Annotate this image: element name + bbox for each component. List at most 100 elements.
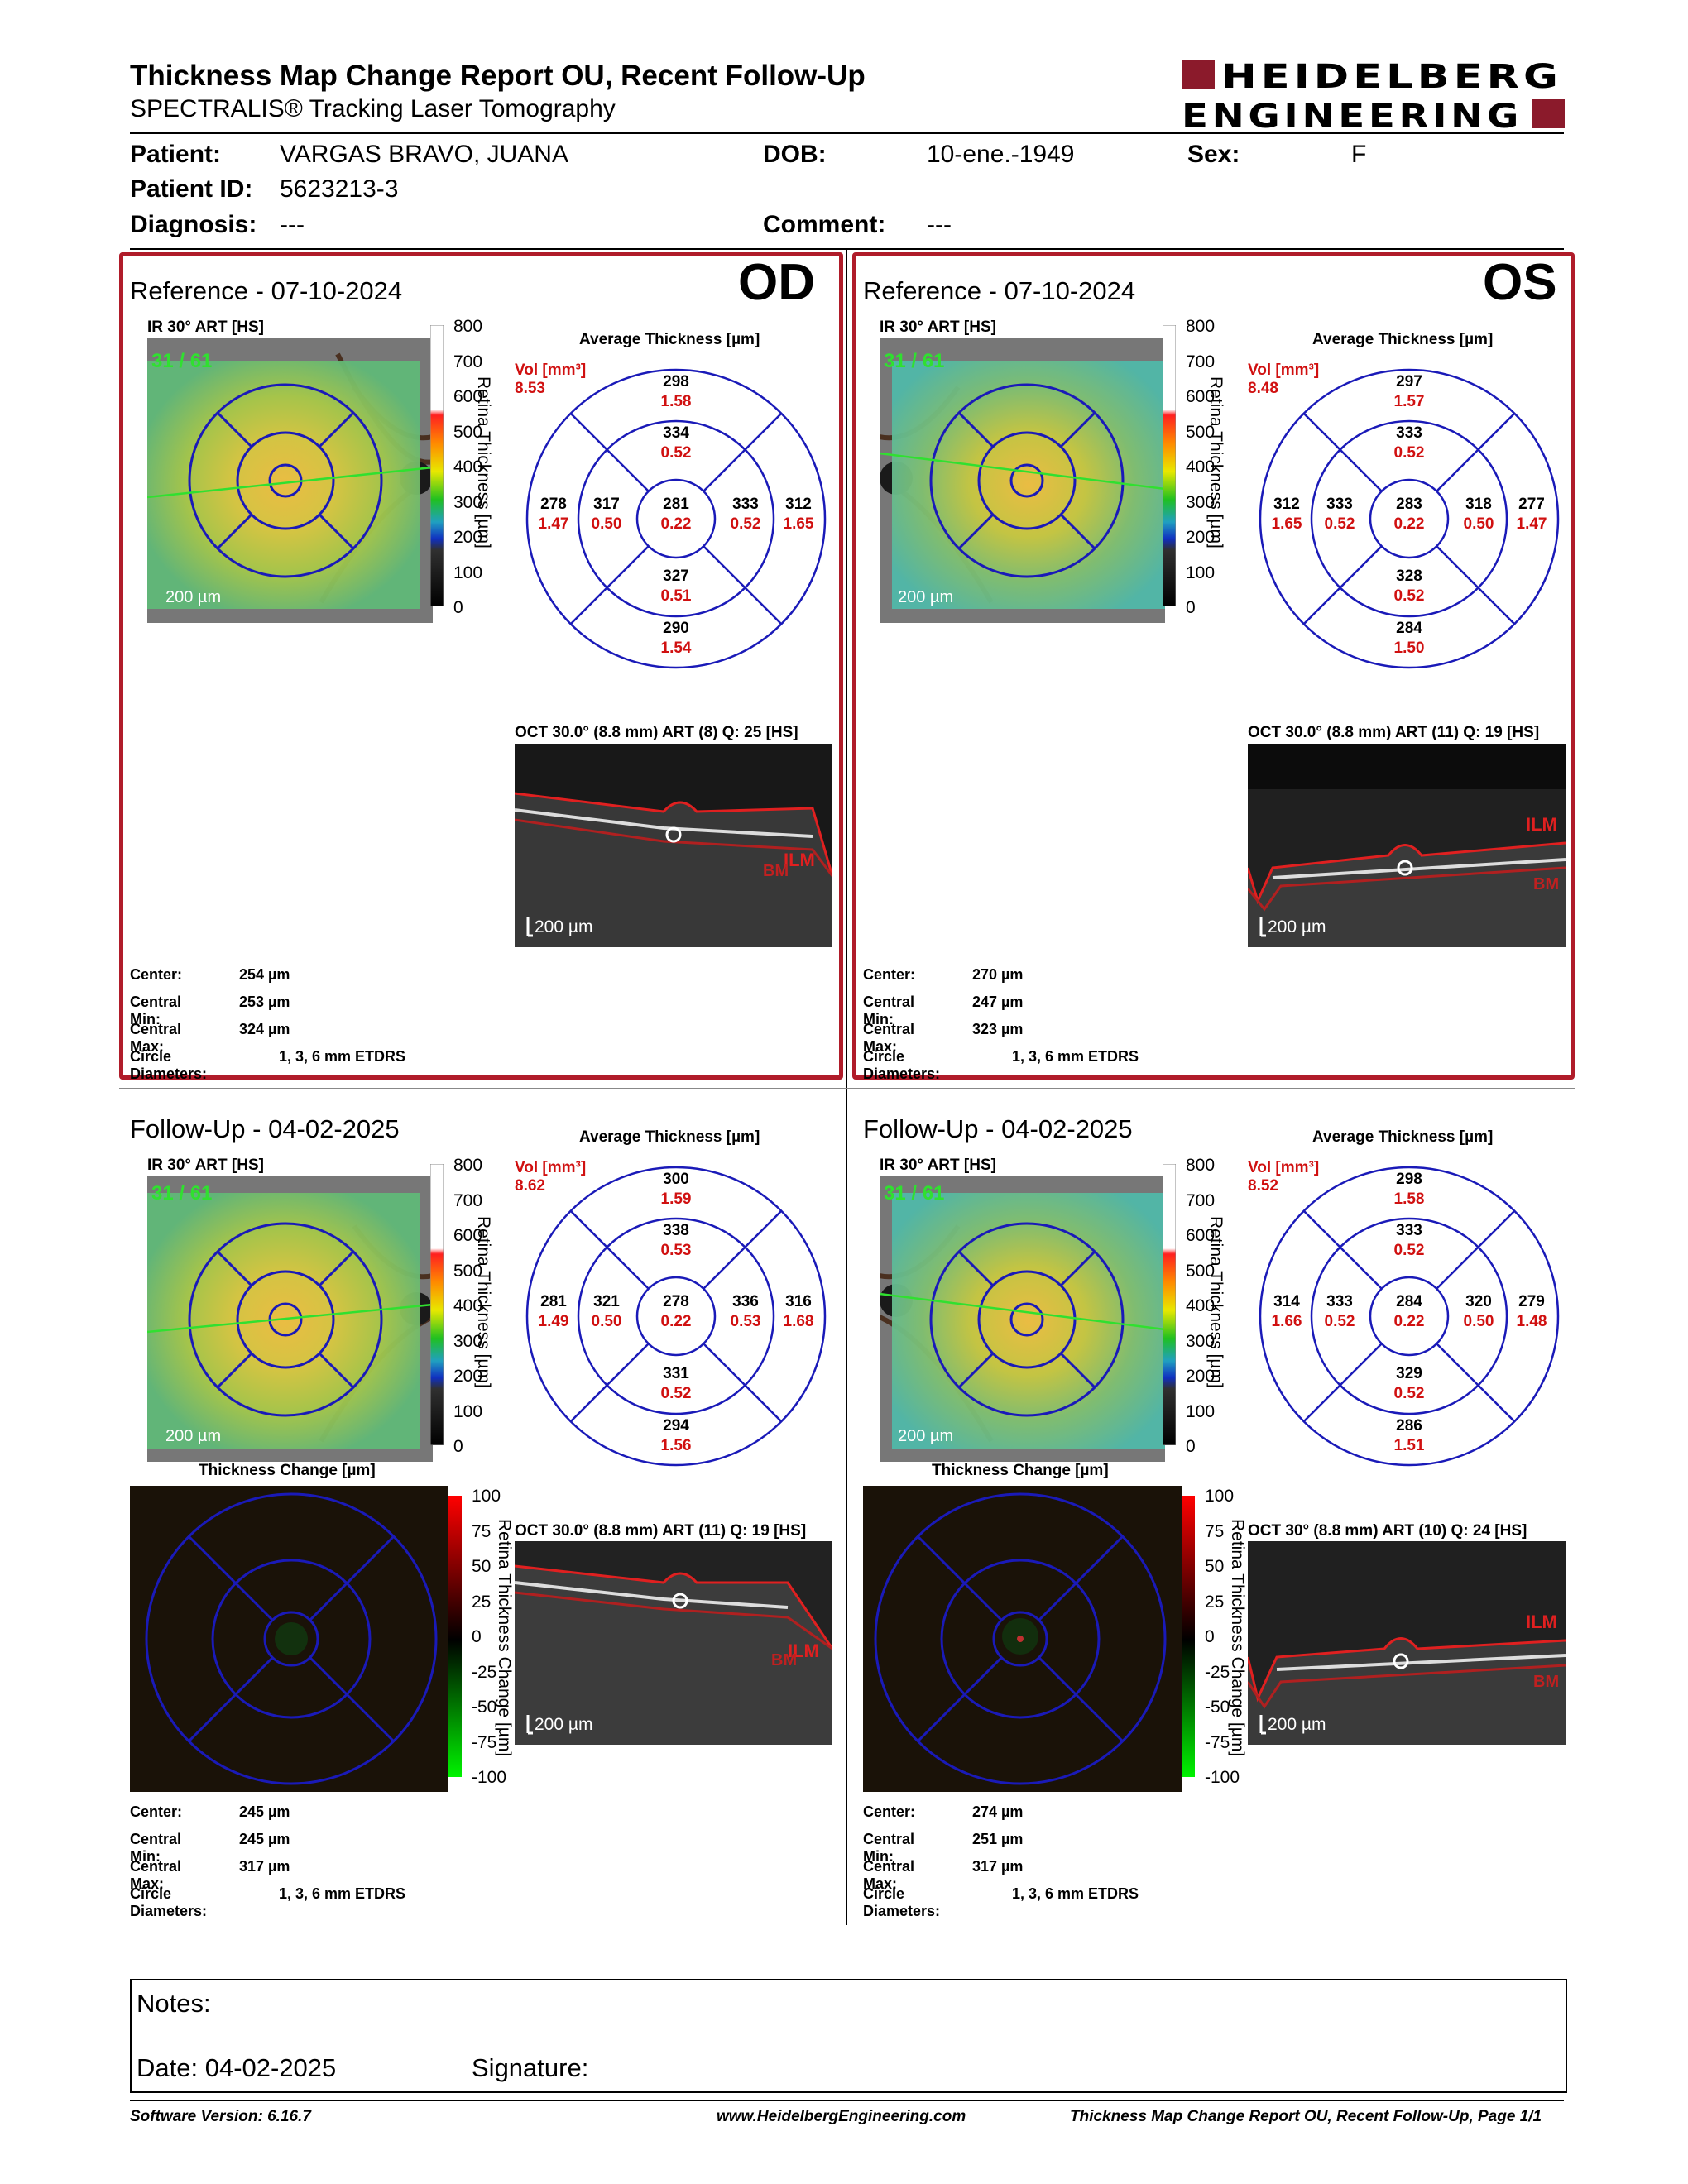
colorbar-tick: 700 (453, 352, 483, 371)
stat-label-central-min: Central Min: (863, 1831, 915, 1865)
etdrs-grid-svg: 298 1.58 333 0.52 284 0.22 314 1.66 333 0.52 320 0.… (1259, 1166, 1560, 1467)
etdrs-ring (635, 478, 717, 559)
od-fu-thickness-colorbar (430, 1164, 444, 1445)
os-fu-axis-title: Retina Thickness [µm] (1206, 1216, 1225, 1388)
od-ref-axis-title: Retina Thickness [µm] (474, 376, 493, 548)
etdrs-outer-left-volume: 1.65 (1272, 515, 1302, 533)
os-ref-scale-label: 200 µm (898, 588, 953, 606)
website-link[interactable]: www.HeidelbergEngineering.com (717, 2108, 966, 2125)
etdrs-outer-right-thickness: 312 (785, 496, 812, 513)
etdrs-grid-svg: 300 1.59 338 0.53 278 0.22 281 1.49 321 0.50 336 0.… (525, 1166, 827, 1467)
od-fu-scale-label: 200 µm (165, 1427, 221, 1445)
colorbar-tick: 100 (453, 1401, 483, 1421)
stat-label-center: Center: (863, 966, 916, 983)
etdrs-ring (635, 1276, 717, 1357)
colorbar-tick: 200 (1186, 528, 1216, 547)
colorbar-tick: 200 (1186, 1367, 1216, 1386)
os-ref-title: Reference - 07-10-2024 (863, 276, 1136, 305)
etdrs-divider (1436, 412, 1516, 492)
stat-value-center: 245 µm (239, 1803, 290, 1820)
colorbar-tick: 400 (453, 457, 483, 477)
stat-value-circle-diameters: 1, 3, 6 mm ETDRS (279, 1885, 406, 1902)
od-fu-etdrs-grid: 300 1.59 338 0.53 278 0.22 281 1.49 321 0.50 336 0.… (519, 1159, 833, 1478)
etdrs-outer-sup-volume: 1.59 (661, 1190, 692, 1208)
od-ref-title: Reference - 07-10-2024 (130, 276, 403, 305)
logo-line2: ENGINEERING (1182, 98, 1523, 132)
colorbar-tick: 700 (1186, 352, 1216, 371)
etdrs-outer-right-volume: 1.48 (1517, 1313, 1547, 1330)
etdrs-inner-sup-volume: 0.52 (1394, 444, 1425, 462)
colorbar-tick: -25 (472, 1662, 497, 1682)
os-ref-fundus-image: 31 / 61 200 µm (880, 338, 1165, 623)
etdrs-inner-right-thickness: 318 (1465, 496, 1492, 513)
report-subtitle: SPECTRALIS® Tracking Laser Tomography (130, 95, 616, 122)
od-ref-avg-thickness-label: Average Thickness [µm] (579, 331, 760, 348)
company-logo: HEIDELBERG ENGINEERING (1182, 56, 1565, 136)
etdrs-inner-inf-volume: 0.52 (1394, 1385, 1425, 1402)
od-eye-label: OD (738, 254, 815, 311)
stat-label-center: Center: (863, 1803, 916, 1820)
od-fu-vol-label: Vol [mm³] (515, 1159, 587, 1176)
od-fu-vol-value: 8.62 (515, 1177, 545, 1195)
os-fu-ir-label: IR 30° ART [HS] (880, 1157, 996, 1174)
etdrs-outer-inf-thickness: 284 (1396, 620, 1422, 637)
os-fu-avg-thickness-label: Average Thickness [µm] (1312, 1128, 1494, 1146)
colorbar-tick: 0 (1186, 1437, 1196, 1456)
os-ref-thickness-colorbar (1163, 325, 1176, 606)
etdrs-outer-sup-volume: 1.58 (1394, 1190, 1425, 1208)
colorbar-tick: 300 (1186, 1331, 1216, 1351)
etdrs-outer-right-thickness: 279 (1518, 1293, 1545, 1310)
etdrs-divider (569, 1209, 650, 1290)
os-fu-oct-ilm: ILM (1526, 1612, 1557, 1632)
etdrs-center-thickness: 284 (1396, 1293, 1422, 1310)
stat-label-center: Center: (130, 966, 183, 983)
colorbar-tick: 400 (1186, 1296, 1216, 1315)
colorbar-tick: 600 (453, 387, 483, 406)
colorbar-tick: 300 (1186, 492, 1216, 512)
diagnosis-label: Diagnosis: (130, 211, 257, 238)
os-fu-oct-bm: BM (1533, 1673, 1559, 1691)
etdrs-outer-inf-thickness: 294 (663, 1417, 689, 1434)
header-divider (130, 132, 1564, 134)
etdrs-ring (525, 1166, 827, 1467)
os-ref-oct-bm: BM (1533, 875, 1559, 893)
colorbar-tick: 25 (1205, 1592, 1225, 1612)
etdrs-ring (577, 1217, 775, 1415)
notes-box[interactable]: Notes: Date: 04-02-2025 Signature: (130, 1979, 1567, 2093)
colorbar-tick: 500 (453, 422, 483, 442)
colorbar-tick: 50 (1205, 1557, 1225, 1576)
od-ref-oct-ilm: ILM (784, 850, 815, 870)
etdrs-inner-right-volume: 0.53 (731, 1313, 761, 1330)
stat-value-center: 270 µm (972, 966, 1024, 983)
os-fu-oct-label: OCT 30° (8.8 mm) ART (10) Q: 24 [HS] (1248, 1522, 1527, 1540)
etdrs-ring (1259, 368, 1560, 669)
os-ref-ir-label: IR 30° ART [HS] (880, 318, 996, 336)
stat-label-circle-diameters: Circle Diameters: (863, 1048, 941, 1082)
os-fu-vol-value: 8.52 (1248, 1177, 1278, 1195)
etdrs-center-thickness: 283 (1396, 496, 1422, 513)
os-fu-vol-label: Vol [mm³] (1248, 1159, 1320, 1176)
etdrs-inner-sup-thickness: 333 (1396, 1222, 1422, 1239)
colorbar-tick: 500 (453, 1261, 483, 1281)
etdrs-center-volume: 0.22 (661, 1313, 692, 1330)
od-ref-vol-label: Vol [mm³] (515, 362, 587, 379)
colorbar-tick: 0 (1186, 598, 1196, 617)
colorbar-tick: 500 (1186, 1261, 1216, 1281)
colorbar-tick: 400 (453, 1296, 483, 1315)
etdrs-divider (569, 545, 650, 625)
od-fu-title: Follow-Up - 04-02-2025 (130, 1114, 400, 1143)
os-ref-avg-thickness-label: Average Thickness [µm] (1312, 331, 1494, 348)
stat-label-central-min: Central Min: (130, 1831, 182, 1865)
os-ref-vol-value: 8.48 (1248, 380, 1278, 397)
etdrs-ring (1259, 1166, 1560, 1467)
stat-label-central-min: Central Min: (863, 994, 915, 1027)
od-ref-fixation: 31 / 61 (151, 350, 212, 372)
os-ref-oct-scan: ILM BM 200 µm (1248, 744, 1566, 947)
od-fu-axis-title: Retina Thickness [µm] (474, 1216, 493, 1388)
etdrs-divider (1436, 1343, 1516, 1423)
etdrs-inner-inf-volume: 0.52 (661, 1385, 692, 1402)
etdrs-divider (569, 412, 650, 492)
patient-name: VARGAS BRAVO, JUANA (280, 141, 568, 168)
stat-label-central-max: Central Max: (863, 1858, 915, 1892)
patient-id-label: Patient ID: (130, 175, 253, 203)
